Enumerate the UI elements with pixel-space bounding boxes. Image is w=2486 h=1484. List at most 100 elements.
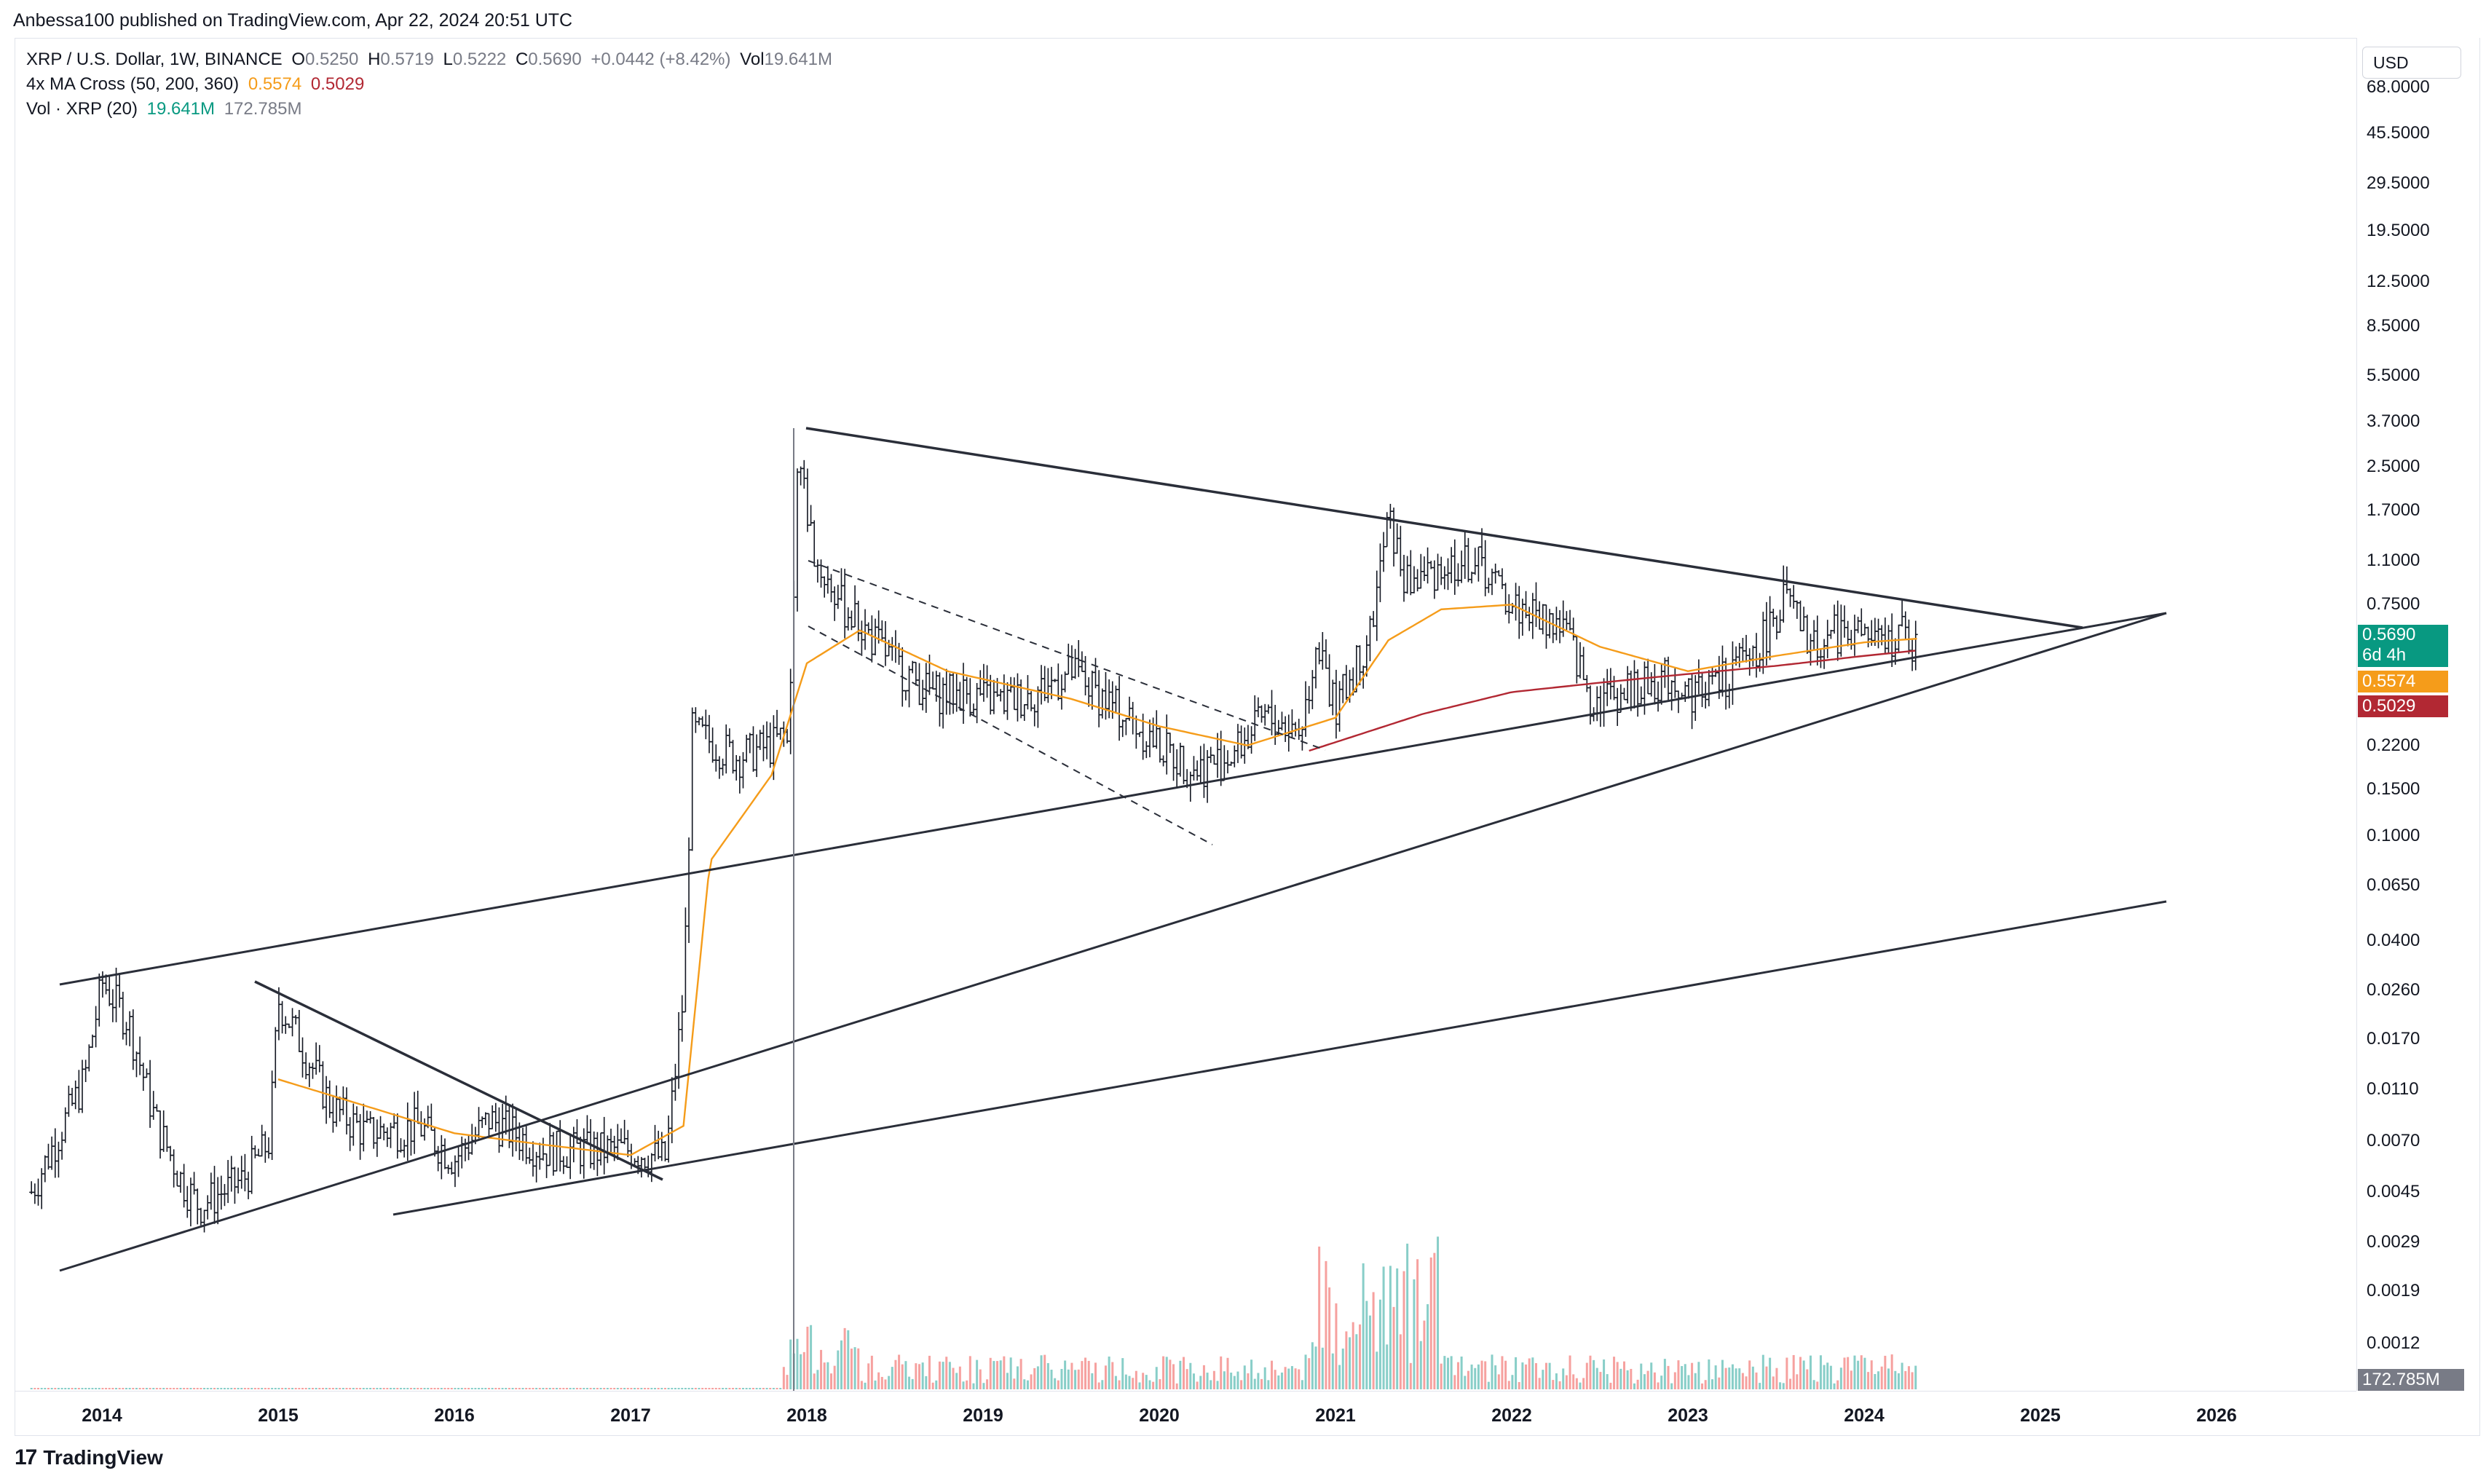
volume-bar bbox=[325, 1388, 328, 1389]
volume-bar bbox=[847, 1330, 850, 1389]
volume-bar bbox=[40, 1388, 43, 1389]
volume-bar bbox=[247, 1388, 250, 1389]
price-tick-label: 1.7000 bbox=[2367, 500, 2420, 521]
volume-bar bbox=[396, 1388, 399, 1389]
volume-bar bbox=[145, 1388, 148, 1389]
volume-bar bbox=[403, 1388, 406, 1389]
legend-vol-label: Vol bbox=[740, 50, 765, 69]
volume-bar bbox=[772, 1388, 775, 1389]
volume-bar bbox=[857, 1348, 860, 1389]
legend-volume-label[interactable]: Vol · XRP (20) bbox=[26, 99, 138, 119]
volume-bar bbox=[1691, 1362, 1694, 1389]
ma-slow-badge: 0.5029 bbox=[2358, 695, 2448, 717]
volume-bar bbox=[284, 1388, 287, 1389]
volume-bar bbox=[901, 1364, 904, 1389]
volume-bar bbox=[1464, 1376, 1467, 1389]
volume-bar bbox=[996, 1361, 999, 1389]
volume-bar bbox=[1494, 1365, 1497, 1389]
volume-bar bbox=[623, 1388, 626, 1389]
volume-bar bbox=[335, 1388, 338, 1389]
legend-symbol[interactable]: XRP / U.S. Dollar, 1W, BINANCE bbox=[26, 50, 283, 69]
volume-bar bbox=[1887, 1368, 1890, 1389]
volume-bar bbox=[342, 1388, 344, 1389]
volume-bar bbox=[888, 1376, 891, 1389]
volume-bar bbox=[467, 1388, 470, 1389]
volume-bar bbox=[691, 1388, 694, 1389]
time-tick-label: 2024 bbox=[1844, 1405, 1885, 1426]
legend-ma-slow: 0.5029 bbox=[310, 74, 365, 94]
time-tick-label: 2026 bbox=[2196, 1405, 2237, 1426]
volume-bar bbox=[955, 1373, 958, 1389]
volume-bar bbox=[1267, 1380, 1270, 1389]
volume-bar bbox=[972, 1383, 975, 1389]
volume-bar bbox=[1328, 1287, 1331, 1389]
volume-bar bbox=[1504, 1360, 1507, 1389]
volume-bar bbox=[464, 1388, 467, 1389]
legend-volume-value: 19.641M bbox=[146, 99, 216, 119]
volume-bar bbox=[443, 1388, 446, 1389]
volume-bar bbox=[101, 1388, 104, 1389]
volume-bar bbox=[1525, 1364, 1528, 1389]
volume-bar bbox=[968, 1356, 971, 1389]
volume-bar bbox=[1636, 1379, 1639, 1389]
volume-bar bbox=[1646, 1370, 1649, 1389]
volume-bar bbox=[1284, 1367, 1287, 1389]
volume-bar bbox=[1378, 1299, 1381, 1389]
volume-bar bbox=[230, 1388, 233, 1389]
volume-bar bbox=[928, 1355, 931, 1389]
volume-bar bbox=[1060, 1369, 1063, 1389]
volume-bar bbox=[433, 1388, 436, 1389]
volume-bar bbox=[1785, 1357, 1788, 1389]
time-tick-label: 2020 bbox=[1139, 1405, 1180, 1426]
volume-bar bbox=[261, 1388, 264, 1389]
volume-bar bbox=[71, 1388, 74, 1389]
volume-bar bbox=[1515, 1357, 1518, 1389]
volume-bar bbox=[532, 1388, 534, 1389]
volume-bar bbox=[738, 1388, 741, 1389]
volume-bar bbox=[1640, 1363, 1643, 1389]
volume-bar bbox=[559, 1388, 561, 1389]
volume-bar bbox=[186, 1388, 189, 1389]
volume-bar bbox=[1050, 1370, 1053, 1389]
volume-bar bbox=[1735, 1368, 1737, 1389]
volume-bar bbox=[1416, 1259, 1419, 1389]
time-axis[interactable] bbox=[15, 1391, 2356, 1437]
volume-bar bbox=[1257, 1373, 1260, 1389]
volume-bar bbox=[1338, 1365, 1341, 1389]
volume-bar bbox=[634, 1388, 636, 1389]
volume-bar bbox=[671, 1388, 674, 1389]
volume-bar bbox=[1046, 1362, 1049, 1389]
volume-bar bbox=[1389, 1266, 1392, 1389]
legend-ma-label[interactable]: 4x MA Cross (50, 200, 360) bbox=[26, 74, 240, 94]
volume-bar bbox=[277, 1388, 280, 1389]
volume-bar bbox=[487, 1388, 490, 1389]
volume-bar bbox=[1169, 1359, 1172, 1389]
volume-bar bbox=[179, 1388, 182, 1389]
volume-bar bbox=[1582, 1378, 1585, 1389]
volume-bar bbox=[603, 1388, 606, 1389]
volume-bar bbox=[1880, 1366, 1883, 1389]
volume-bar bbox=[1325, 1260, 1327, 1389]
volume-bar bbox=[1009, 1357, 1012, 1389]
volume-bar bbox=[1718, 1377, 1721, 1389]
volume-bar bbox=[1759, 1383, 1761, 1389]
volume-bar bbox=[44, 1388, 47, 1389]
volume-bar bbox=[681, 1388, 684, 1389]
price-tick-label: 5.5000 bbox=[2367, 366, 2420, 386]
volume-bar bbox=[98, 1388, 100, 1389]
volume-bar bbox=[711, 1388, 714, 1389]
volume-bar bbox=[308, 1388, 311, 1389]
volume-bar bbox=[850, 1349, 853, 1389]
volume-bar bbox=[1518, 1381, 1520, 1389]
volume-bar bbox=[640, 1388, 643, 1389]
currency-selector[interactable]: USD bbox=[2362, 47, 2461, 79]
volume-bar bbox=[1233, 1376, 1236, 1389]
volume-bar bbox=[830, 1373, 833, 1389]
volume-bar bbox=[1365, 1301, 1368, 1389]
volume-bar bbox=[1677, 1360, 1680, 1389]
volume-bar bbox=[630, 1388, 633, 1389]
volume-bar bbox=[1484, 1361, 1487, 1389]
legend-low-label: L bbox=[443, 50, 453, 69]
volume-bar bbox=[243, 1388, 246, 1389]
